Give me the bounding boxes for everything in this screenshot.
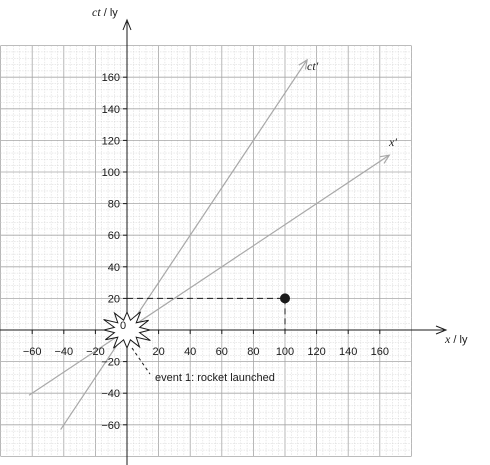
y-tick-label: 140 [102,104,120,116]
x-prime-axis-arrowhead [379,154,391,164]
y-tick-label: 100 [102,167,120,179]
y-tick-label: 40 [108,262,120,274]
y-tick-label: 120 [102,135,120,147]
grid [0,45,412,457]
origin-label: 0 [120,320,126,332]
x-tick-label: 20 [152,346,164,358]
axes [0,18,448,465]
x-prime-label: x′ [388,135,397,149]
moving-frame-axes [28,58,391,430]
x-tick-label: 120 [307,346,325,358]
event-1-pointer [131,347,151,375]
y-axis-arrowhead [122,18,132,31]
x-tick-label: 160 [371,346,389,358]
x-tick-label: 80 [247,346,259,358]
event-point [280,293,290,304]
x-tick-label: 60 [216,346,228,358]
ct-prime-axis [60,59,308,430]
rocket-launch-starburst-icon [103,310,151,350]
y-tick-label: 80 [108,199,120,211]
x-tick-label: 40 [184,346,196,358]
ct-prime-axis-arrowhead [298,58,308,70]
y-tick-label: −60 [101,420,120,432]
y-tick-label: −40 [101,388,120,400]
x-tick-label: 100 [276,346,294,358]
y-axis-title: ct / ly [92,5,118,19]
x-axis-title: x / ly [444,332,468,346]
tick-labels: −60 −40 −20 20 40 60 80 100 120 140 160 160 140 120 10… [23,72,389,432]
event-1-label: event 1: rocket launched [155,372,275,384]
y-tick-label: 20 [108,293,120,305]
x-tick-label: 140 [339,346,357,358]
y-tick-label: 160 [102,72,120,84]
x-axis-arrowhead [435,325,448,335]
y-tick-label: −20 [101,357,120,369]
x-prime-axis [28,154,390,396]
x-tick-label: −20 [86,346,105,358]
event-marks [103,293,290,375]
y-tick-label: 60 [108,230,120,242]
x-tick-label: −40 [54,346,73,358]
x-tick-label: −60 [23,346,42,358]
ct-prime-label: ct′ [307,59,319,73]
